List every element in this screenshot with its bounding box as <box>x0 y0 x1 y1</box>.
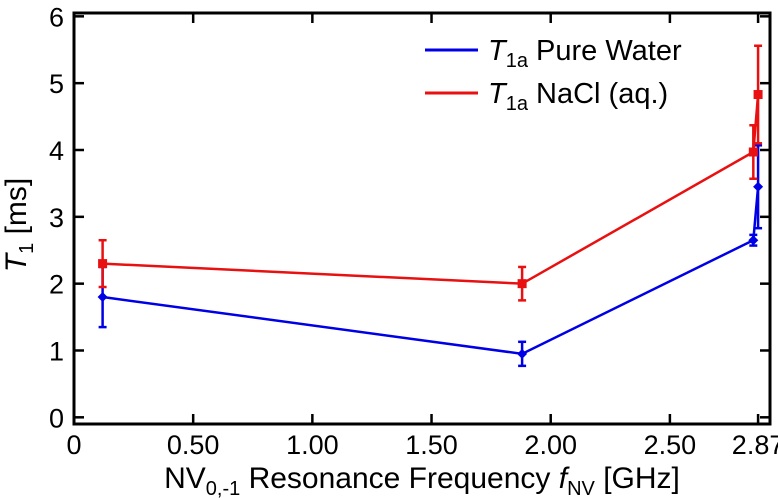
legend: T1a Pure Water T1a NaCl (aq.) <box>425 35 682 115</box>
data-point <box>97 292 108 303</box>
legend-label-nacl: T1a NaCl (aq.) <box>488 78 668 115</box>
y-tick-label: 6 <box>49 2 64 32</box>
x-tick-label: 2.00 <box>524 430 577 460</box>
x-tick-label: 2.87 <box>732 430 778 460</box>
data-point <box>517 348 528 359</box>
legend-label-pure-water: T1a Pure Water <box>488 35 682 72</box>
series-line <box>102 94 760 285</box>
x-tick-label: 0 <box>66 430 81 460</box>
data-point <box>517 279 527 289</box>
series-pure-water <box>97 144 764 368</box>
y-tick-label: 1 <box>49 336 64 366</box>
y-tick-label: 0 <box>49 403 64 433</box>
x-tick-label: 0.50 <box>167 430 220 460</box>
series-layer <box>97 44 764 368</box>
series-nacl <box>98 44 763 302</box>
data-point <box>748 235 759 246</box>
x-tick-label: 2.50 <box>644 430 697 460</box>
data-point <box>98 259 108 269</box>
y-axis-label: T1 [ms] <box>0 178 38 272</box>
series-line <box>102 186 760 356</box>
y-tick-label: 2 <box>49 270 64 300</box>
x-axis-label: NV0,-1 Resonance Frequency fNV [GHz] <box>164 462 680 498</box>
plot-frame <box>72 11 772 426</box>
y-tick-label: 4 <box>49 136 64 166</box>
data-point <box>753 181 764 192</box>
x-tick-label: 1.00 <box>286 430 339 460</box>
data-point <box>753 90 763 100</box>
x-tick-label: 1.50 <box>405 430 458 460</box>
y-tick-label: 5 <box>49 69 64 99</box>
y-tick-label: 3 <box>49 203 64 233</box>
data-point <box>748 147 758 157</box>
